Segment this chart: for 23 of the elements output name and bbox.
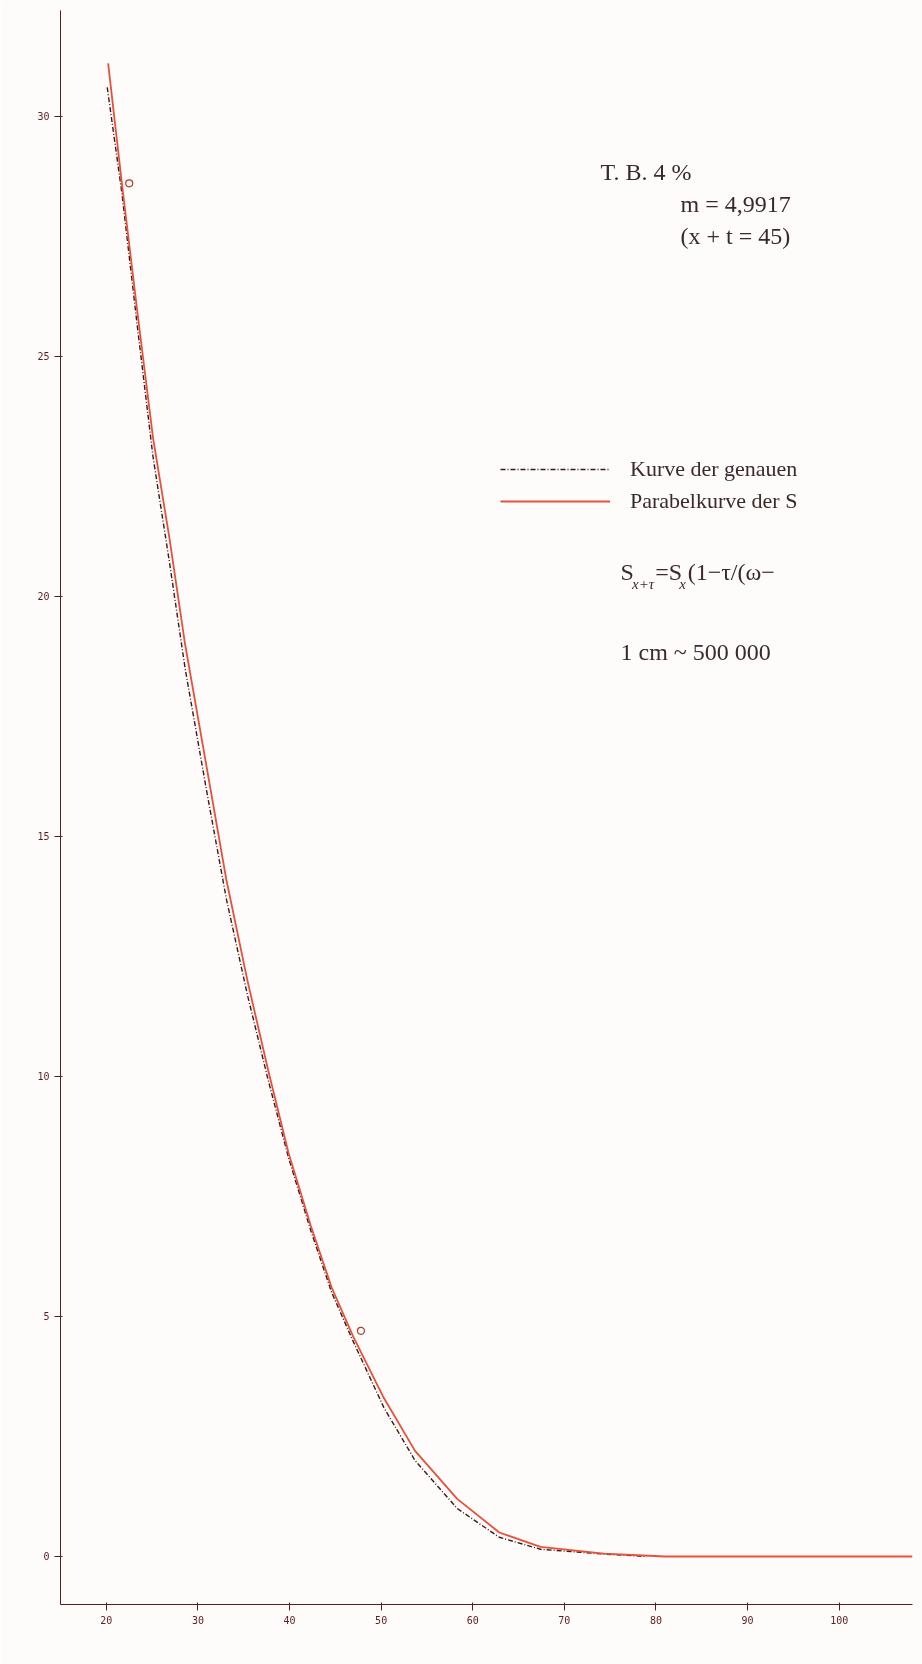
y-tick-label: 30 <box>37 111 50 123</box>
y-tick-label: 15 <box>37 831 50 843</box>
x-tick-label: 30 <box>191 1614 204 1626</box>
x-tick-label: 40 <box>283 1614 296 1626</box>
x-tick-label: 100 <box>830 1614 849 1626</box>
annotation: m = 4,9917 <box>680 190 791 217</box>
y-tick-label: 20 <box>37 591 50 603</box>
legend-label: Kurve der genauen <box>630 456 798 482</box>
x-tick-label: 70 <box>558 1614 571 1626</box>
annotation: (x + t = 45) <box>680 222 791 249</box>
x-tick-label: 20 <box>100 1614 113 1626</box>
y-tick-label: 0 <box>43 1551 50 1563</box>
y-tick-label: 5 <box>43 1311 50 1323</box>
y-tick-label: 10 <box>37 1071 50 1083</box>
annotation: T. B. 4 % <box>600 158 692 185</box>
x-tick-label: 80 <box>649 1614 663 1626</box>
legend-label: Parabelkurve der S <box>630 488 798 514</box>
x-tick-label: 90 <box>741 1614 754 1626</box>
y-tick-label: 25 <box>37 351 50 363</box>
line-series <box>107 62 913 1558</box>
x-tick-label: 60 <box>466 1614 479 1626</box>
annotation: 1 cm ~ 500 000 <box>620 638 771 665</box>
x-tick-label: 50 <box>375 1614 388 1626</box>
